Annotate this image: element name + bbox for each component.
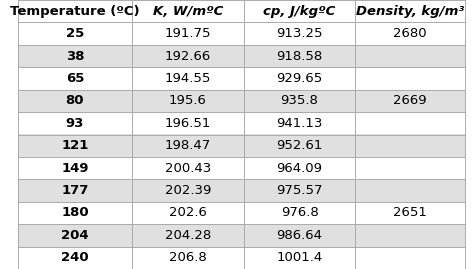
Text: Temperature (ºC): Temperature (ºC) bbox=[10, 5, 140, 18]
Text: 192.66: 192.66 bbox=[164, 49, 211, 62]
Text: 202.6: 202.6 bbox=[169, 207, 207, 220]
Text: 25: 25 bbox=[66, 27, 84, 40]
Text: 200.43: 200.43 bbox=[164, 162, 211, 175]
Text: 918.58: 918.58 bbox=[276, 49, 323, 62]
Text: cp, J/kgºC: cp, J/kgºC bbox=[264, 5, 336, 18]
Text: 2651: 2651 bbox=[393, 207, 427, 220]
Text: 986.64: 986.64 bbox=[276, 229, 323, 242]
Bar bbox=[18, 90, 465, 112]
Text: 2669: 2669 bbox=[393, 94, 427, 107]
Bar bbox=[18, 134, 465, 157]
Text: 80: 80 bbox=[66, 94, 84, 107]
Text: 195.6: 195.6 bbox=[169, 94, 207, 107]
Bar bbox=[18, 224, 465, 247]
Bar bbox=[18, 202, 465, 224]
Text: 941.13: 941.13 bbox=[276, 117, 323, 130]
Text: Density, kg/m³: Density, kg/m³ bbox=[356, 5, 464, 18]
Text: 976.8: 976.8 bbox=[281, 207, 319, 220]
Text: 93: 93 bbox=[66, 117, 84, 130]
Text: 196.51: 196.51 bbox=[164, 117, 211, 130]
Bar bbox=[18, 45, 465, 67]
Text: 65: 65 bbox=[66, 72, 84, 85]
Text: 177: 177 bbox=[61, 184, 89, 197]
Text: 204: 204 bbox=[61, 229, 89, 242]
Text: K, W/mºC: K, W/mºC bbox=[153, 5, 223, 18]
Text: 191.75: 191.75 bbox=[164, 27, 211, 40]
Text: 206.8: 206.8 bbox=[169, 251, 207, 264]
Text: 935.8: 935.8 bbox=[281, 94, 319, 107]
Text: 149: 149 bbox=[61, 162, 89, 175]
Bar bbox=[18, 22, 465, 45]
Bar bbox=[18, 179, 465, 202]
Bar bbox=[18, 0, 465, 22]
Text: 952.61: 952.61 bbox=[276, 139, 323, 152]
Text: 38: 38 bbox=[66, 49, 84, 62]
Text: 202.39: 202.39 bbox=[164, 184, 211, 197]
Bar bbox=[18, 67, 465, 90]
Text: 929.65: 929.65 bbox=[276, 72, 323, 85]
Text: 975.57: 975.57 bbox=[276, 184, 323, 197]
Text: 194.55: 194.55 bbox=[164, 72, 211, 85]
Bar bbox=[18, 247, 465, 269]
Bar bbox=[18, 157, 465, 179]
Bar bbox=[18, 112, 465, 134]
Text: 240: 240 bbox=[61, 251, 89, 264]
Text: 1001.4: 1001.4 bbox=[276, 251, 323, 264]
Text: 180: 180 bbox=[61, 207, 89, 220]
Text: 198.47: 198.47 bbox=[164, 139, 211, 152]
Text: 121: 121 bbox=[61, 139, 89, 152]
Text: 204.28: 204.28 bbox=[164, 229, 211, 242]
Text: 913.25: 913.25 bbox=[276, 27, 323, 40]
Text: 2680: 2680 bbox=[393, 27, 427, 40]
Text: 964.09: 964.09 bbox=[276, 162, 323, 175]
